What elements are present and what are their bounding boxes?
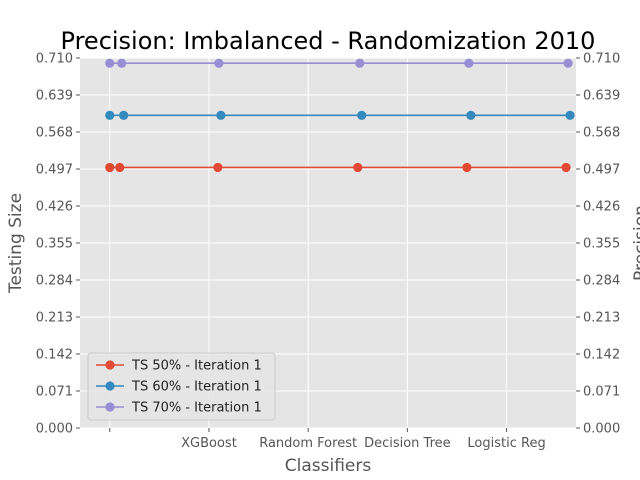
y-tick-label: 0.284 bbox=[36, 274, 73, 289]
data-point bbox=[357, 110, 367, 120]
y-tick-label-right: 0.000 bbox=[583, 422, 620, 437]
series-3 bbox=[105, 58, 573, 68]
x-axis-label: Classifiers bbox=[285, 456, 372, 476]
legend: TS 50% - Iteration 1 TS 60% - Iteration 1… bbox=[87, 352, 276, 421]
y-tick-label: 0.710 bbox=[36, 52, 73, 67]
series-group bbox=[105, 58, 575, 173]
y-tick-label: 0.071 bbox=[36, 385, 73, 400]
x-tick-label: Logistic Reg bbox=[467, 436, 545, 451]
data-point bbox=[105, 110, 115, 120]
y-tick-label-right: 0.568 bbox=[583, 126, 620, 141]
data-point bbox=[117, 58, 127, 68]
series-1 bbox=[105, 162, 571, 173]
y-tick-label-right: 0.710 bbox=[583, 52, 620, 67]
y-tick-label: 0.568 bbox=[36, 126, 73, 141]
y-axis-left: 0.000 0.071 0.142 0.213 0.284 0.355 0.426 0.497… bbox=[36, 52, 80, 437]
y-tick-label-right: 0.426 bbox=[583, 200, 620, 215]
legend-label: TS 50% - Iteration 1 bbox=[131, 359, 262, 374]
legend-label: TS 70% - Iteration 1 bbox=[131, 401, 262, 416]
y-tick-label-right: 0.071 bbox=[583, 385, 620, 400]
y-tick-label-right: 0.142 bbox=[583, 348, 620, 363]
y-tick-label-right: 0.639 bbox=[583, 89, 620, 104]
data-point bbox=[466, 110, 476, 120]
x-tick-label: XGBoost bbox=[181, 436, 237, 451]
x-tick-label: Random Forest bbox=[259, 436, 357, 451]
y-tick-label: 0.213 bbox=[36, 311, 73, 326]
data-point bbox=[565, 110, 575, 120]
data-point bbox=[213, 162, 223, 173]
x-tick-label: Decision Tree bbox=[364, 436, 451, 451]
y-tick-label-right: 0.497 bbox=[583, 163, 620, 178]
legend-item: TS 50% - Iteration 1 bbox=[96, 359, 262, 374]
data-point bbox=[561, 162, 571, 173]
chart-title: Precision: Imbalanced - Randomization 20… bbox=[61, 27, 596, 55]
y-axis-right-label: Precision bbox=[631, 205, 640, 281]
data-point bbox=[105, 162, 115, 173]
data-point bbox=[214, 58, 224, 68]
legend-label: TS 60% - Iteration 1 bbox=[131, 380, 262, 395]
y-tick-label-right: 0.213 bbox=[583, 311, 620, 326]
data-point bbox=[115, 162, 125, 173]
data-point bbox=[355, 58, 365, 68]
y-tick-label: 0.000 bbox=[36, 422, 73, 437]
legend-marker bbox=[105, 402, 115, 412]
data-point bbox=[464, 58, 474, 68]
data-point bbox=[353, 162, 363, 173]
y-tick-label: 0.639 bbox=[36, 89, 73, 104]
legend-item: TS 60% - Iteration 1 bbox=[96, 380, 262, 395]
data-point bbox=[563, 58, 573, 68]
data-point bbox=[216, 110, 226, 120]
x-axis: XGBoost Random Forest Decision Tree Logisti… bbox=[109, 428, 546, 451]
y-tick-label: 0.497 bbox=[36, 163, 73, 178]
y-axis-right: 0.000 0.071 0.142 0.213 0.284 0.355 0.426 0.497… bbox=[576, 52, 620, 437]
y-tick-label: 0.142 bbox=[36, 348, 73, 363]
data-point bbox=[119, 110, 129, 120]
y-tick-label-right: 0.355 bbox=[583, 237, 620, 252]
legend-marker bbox=[105, 381, 115, 391]
legend-box bbox=[87, 352, 276, 421]
y-tick-label-right: 0.284 bbox=[583, 274, 620, 289]
y-tick-label: 0.426 bbox=[36, 200, 73, 215]
y-tick-label: 0.355 bbox=[36, 237, 73, 252]
legend-marker bbox=[105, 360, 115, 370]
data-point bbox=[105, 58, 115, 68]
series-2 bbox=[105, 110, 575, 120]
data-point bbox=[462, 162, 472, 173]
y-axis-label: Testing Size bbox=[6, 193, 26, 294]
legend-item: TS 70% - Iteration 1 bbox=[96, 401, 262, 416]
